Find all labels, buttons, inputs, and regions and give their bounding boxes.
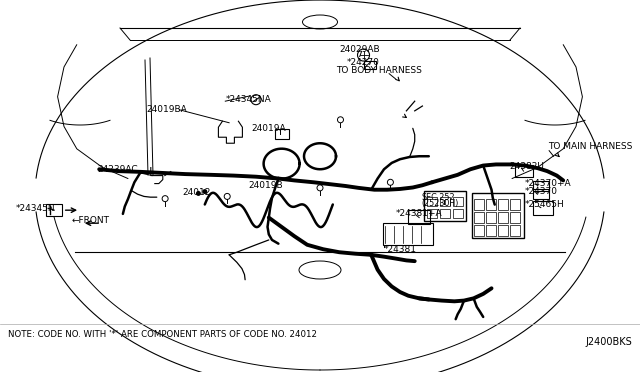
Bar [383, 223, 433, 245]
Text: 24382U: 24382U [509, 162, 544, 171]
Text: 24012: 24012 [182, 188, 211, 197]
Bar [408, 209, 430, 224]
Text: 24239AC: 24239AC [97, 165, 138, 174]
Bar [427, 198, 436, 206]
Bar [453, 209, 463, 218]
Bar [498, 199, 508, 209]
Bar [453, 198, 463, 206]
Circle shape [196, 191, 201, 196]
Text: SEC.252: SEC.252 [421, 193, 455, 202]
Bar [498, 225, 508, 235]
Bar [474, 199, 484, 209]
Text: *24381: *24381 [384, 246, 417, 254]
Text: *25465H: *25465H [525, 200, 564, 209]
Text: *24370: *24370 [525, 187, 558, 196]
Text: J2400BKS: J2400BKS [585, 337, 632, 347]
Text: ←FRONT: ←FRONT [72, 216, 109, 225]
Bar [510, 199, 520, 209]
Text: (25230H): (25230H) [421, 199, 458, 208]
Bar [532, 181, 548, 191]
Bar [486, 199, 496, 209]
Text: 24019A: 24019A [251, 124, 285, 133]
Bar [427, 209, 436, 218]
Bar [275, 129, 289, 139]
Text: *24270: *24270 [347, 58, 380, 67]
Text: TO BODY HARNESS: TO BODY HARNESS [336, 66, 422, 75]
Bar [510, 212, 520, 222]
Bar [510, 225, 520, 235]
Bar [486, 225, 496, 235]
Bar [515, 165, 532, 177]
Text: TO MAIN HARNESS: TO MAIN HARNESS [548, 142, 632, 151]
Text: 24019B: 24019B [248, 182, 283, 190]
Text: 24029AB: 24029AB [339, 45, 380, 54]
Bar [498, 212, 508, 222]
Bar [364, 61, 376, 69]
Bar [532, 201, 553, 215]
Bar [472, 193, 524, 237]
Bar [532, 189, 548, 199]
Bar [474, 212, 484, 222]
Bar [440, 209, 450, 218]
Text: *24345NA: *24345NA [225, 95, 271, 104]
Text: NOTE: CODE NO. WITH '*' ARE COMPONENT PARTS OF CODE NO. 24012: NOTE: CODE NO. WITH '*' ARE COMPONENT PA… [8, 330, 317, 339]
Bar [486, 212, 496, 222]
Text: *24345N: *24345N [15, 204, 55, 213]
Bar [47, 204, 63, 216]
Bar [474, 225, 484, 235]
Text: *24381+A: *24381+A [396, 209, 442, 218]
Bar [440, 198, 450, 206]
Text: *24370+A: *24370+A [525, 179, 572, 187]
Bar [424, 192, 466, 221]
Circle shape [202, 189, 207, 194]
Text: 24019BA: 24019BA [146, 105, 187, 114]
